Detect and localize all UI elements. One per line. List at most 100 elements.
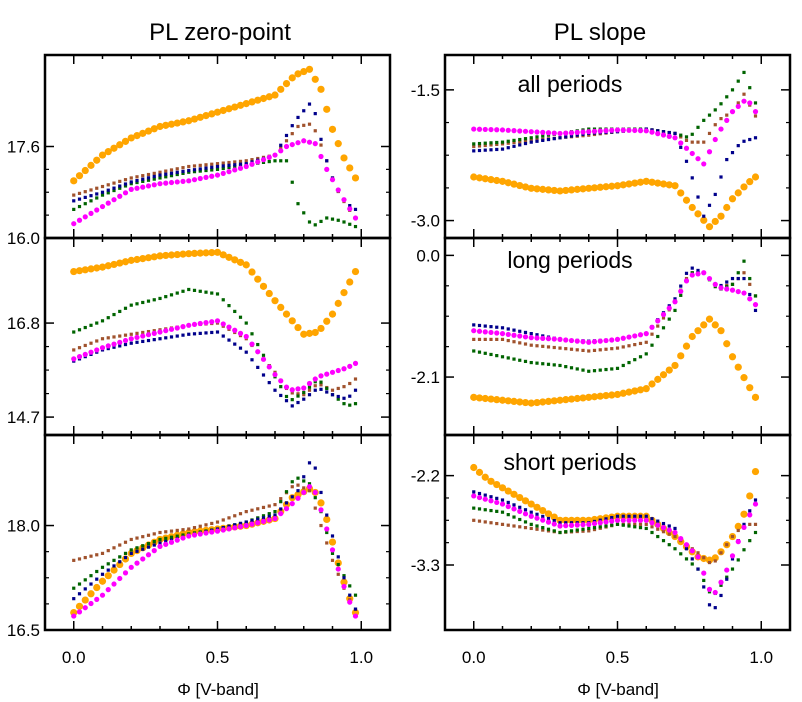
data-point-brown — [135, 536, 139, 540]
series-green — [472, 259, 758, 373]
data-point-orange — [81, 266, 89, 274]
data-point-green — [342, 574, 346, 578]
data-point-magenta — [540, 335, 546, 341]
data-point-green — [129, 182, 133, 186]
data-point-orange — [585, 184, 593, 192]
data-point-magenta — [232, 327, 238, 333]
data-point-magenta — [122, 337, 129, 344]
data-point-magenta — [220, 170, 226, 176]
data-point-blue — [667, 130, 671, 135]
data-point-brown — [707, 560, 712, 565]
data-point-blue — [495, 496, 499, 500]
data-point-brown — [83, 190, 87, 194]
data-point-green — [489, 352, 493, 357]
data-point-blue — [713, 192, 717, 197]
data-point-green — [656, 334, 660, 339]
data-point-green — [581, 527, 585, 531]
data-point-orange — [481, 394, 489, 403]
data-point-brown — [169, 529, 174, 533]
data-point-orange — [346, 278, 354, 286]
data-point-blue — [313, 466, 317, 470]
data-point-orange — [127, 256, 135, 264]
data-point-blue — [112, 564, 116, 568]
data-point-brown — [146, 533, 151, 537]
data-point-orange — [150, 253, 158, 261]
data-point-blue — [472, 149, 476, 153]
data-point-green — [141, 300, 145, 305]
data-point-green — [325, 386, 329, 391]
data-point-blue — [506, 500, 510, 505]
series-orange — [70, 248, 360, 338]
data-point-orange — [475, 468, 484, 476]
data-point-blue — [615, 514, 620, 518]
data-point-blue — [141, 177, 145, 181]
data-point-blue — [284, 133, 289, 138]
data-point-orange — [225, 105, 233, 113]
data-point-magenta — [111, 581, 117, 587]
data-point-magenta — [312, 489, 318, 496]
panel-1-0: -1.5 -3.0 all periods — [411, 53, 792, 240]
data-point-magenta — [706, 586, 713, 592]
data-point-orange — [608, 182, 616, 190]
data-point-orange — [671, 361, 679, 370]
data-point-brown — [627, 522, 631, 526]
data-point-magenta — [545, 130, 552, 136]
data-point-orange — [75, 267, 84, 275]
data-point-magenta — [712, 281, 718, 287]
data-point-green — [221, 166, 225, 171]
data-point-magenta — [626, 127, 632, 133]
data-point-brown — [342, 385, 346, 389]
data-point-green — [506, 356, 510, 360]
data-point-green — [569, 366, 574, 370]
panel-label: short periods — [504, 449, 637, 475]
data-point-magenta — [260, 157, 267, 163]
data-point-green — [753, 530, 758, 535]
data-point-orange — [167, 251, 176, 259]
data-point-brown — [633, 522, 637, 526]
data-point-brown — [713, 123, 717, 127]
data-point-orange — [619, 389, 627, 397]
data-point-orange — [202, 249, 210, 257]
data-point-brown — [152, 329, 156, 333]
data-point-blue — [621, 514, 625, 518]
data-point-magenta — [174, 325, 180, 331]
data-point-brown — [89, 188, 93, 192]
data-point-blue — [483, 148, 487, 152]
data-point-blue — [227, 163, 231, 167]
data-point-brown — [348, 381, 352, 386]
data-point-blue — [106, 346, 110, 351]
data-point-blue — [141, 547, 145, 551]
data-point-orange — [521, 398, 530, 407]
data-point-magenta — [741, 98, 747, 104]
data-point-magenta — [140, 184, 146, 190]
data-point-brown — [100, 184, 105, 189]
data-point-blue — [661, 521, 666, 526]
data-point-orange — [259, 94, 268, 103]
data-point-orange — [300, 330, 308, 338]
data-point-brown — [753, 522, 758, 526]
data-point-brown — [290, 391, 294, 395]
data-point-blue — [129, 551, 133, 555]
data-point-magenta — [482, 496, 488, 502]
data-point-green — [233, 165, 237, 169]
data-point-brown — [164, 169, 168, 173]
data-point-magenta — [517, 508, 523, 514]
data-point-brown — [198, 163, 202, 167]
data-point-green — [598, 525, 602, 529]
data-point-green — [684, 135, 689, 139]
data-point-magenta — [476, 494, 483, 501]
data-point-orange — [259, 282, 268, 290]
data-point-blue — [500, 498, 505, 502]
data-point-green — [736, 271, 740, 275]
data-point-orange — [202, 112, 210, 120]
data-point-brown — [72, 348, 76, 352]
data-point-blue — [684, 547, 689, 551]
data-point-brown — [650, 332, 654, 336]
data-point-orange — [248, 268, 256, 276]
data-point-blue — [518, 143, 522, 147]
data-point-magenta — [683, 542, 690, 548]
data-point-magenta — [678, 535, 684, 542]
data-point-magenta — [88, 210, 94, 217]
data-point-green — [627, 524, 631, 528]
data-point-blue — [296, 400, 300, 405]
